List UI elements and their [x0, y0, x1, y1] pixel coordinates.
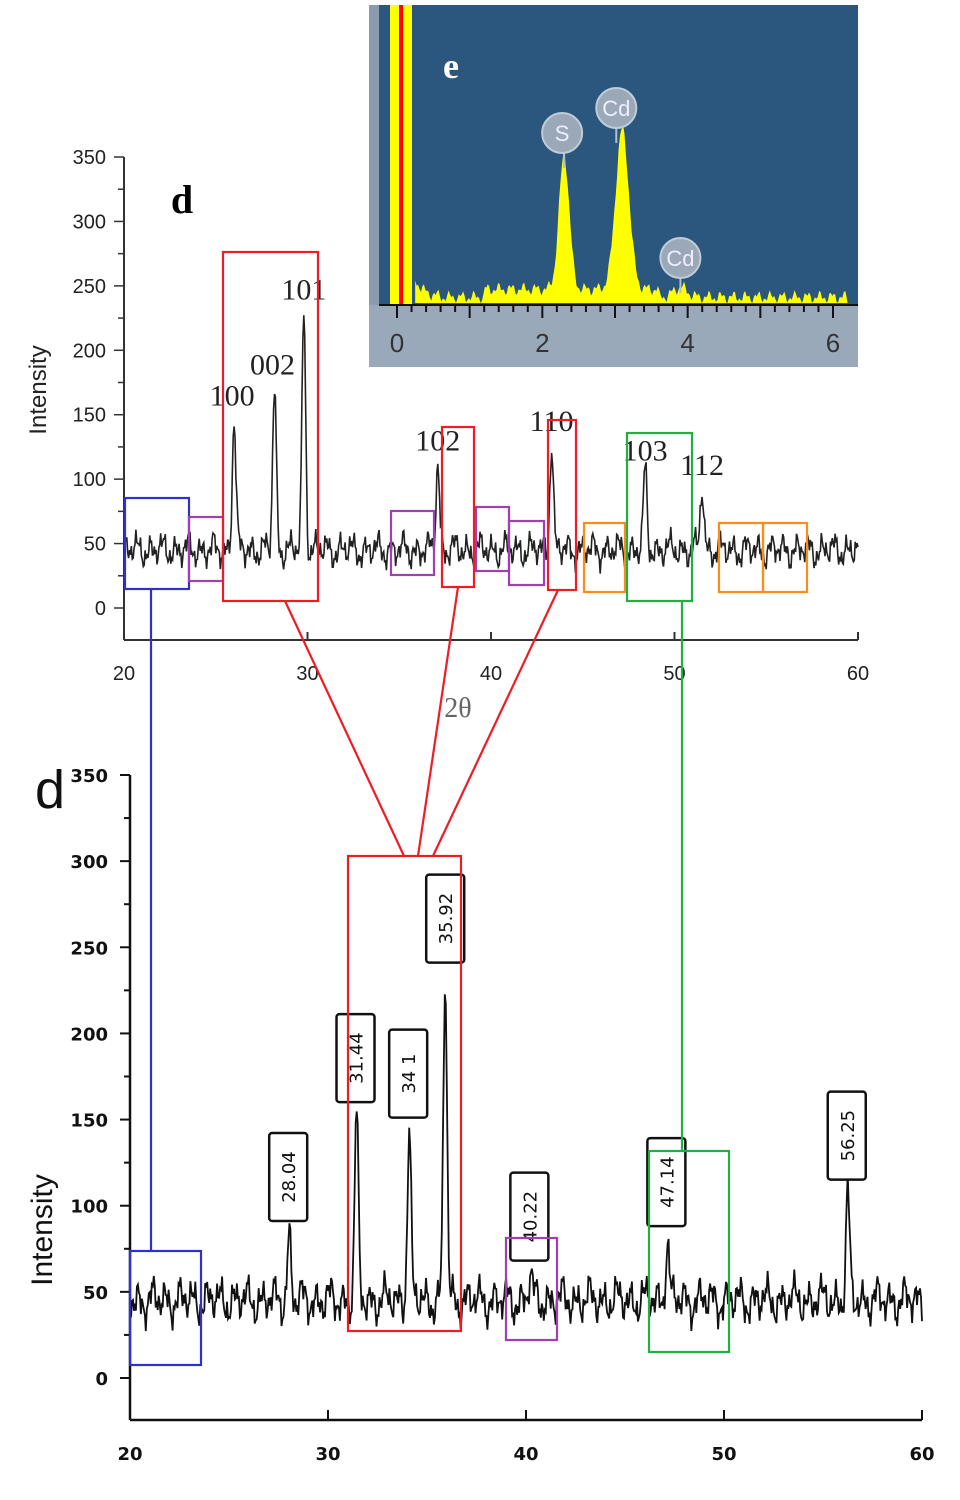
inset-element-label: Cd: [602, 96, 630, 121]
orange-box: [761, 521, 809, 594]
bottom-y-axis-label: Intensity: [26, 1174, 59, 1286]
red-box: [221, 250, 320, 603]
bottom-y-tick-label: 50: [83, 1283, 108, 1304]
top-peak-label: 100: [210, 379, 255, 412]
bottom-x-tick-label: 20: [117, 1444, 142, 1465]
top-peak-label: 002: [250, 348, 295, 381]
bottom-peak-label: 47.14: [657, 1156, 678, 1208]
top-peak-label: 110: [530, 405, 574, 438]
top-panel-label: d: [171, 177, 193, 222]
top-y-axis-label: Intensity: [25, 345, 52, 434]
bottom-peak-label-box: [335, 1012, 376, 1104]
top-y-tick-label: 50: [84, 534, 106, 556]
inset-x-tick-label: 4: [680, 328, 694, 358]
bottom-peak-label-box: [387, 1028, 429, 1119]
bottom-peak-label: 56.25: [838, 1110, 859, 1162]
highlight-annotations: [123, 250, 809, 1367]
top-y-tick-label: 100: [73, 469, 106, 491]
bottom-peak-label: 35.92: [436, 893, 457, 945]
bottom-peak-label-box: [424, 873, 466, 964]
top-xrd-chart: d Intensity 2θ 20 30 40 50 60050100150200250…: [25, 147, 869, 724]
bottom-y-tick-label: 250: [70, 938, 108, 959]
purple-box: [507, 519, 546, 587]
red-connector: [432, 589, 559, 857]
top-x-tick-label: 50: [663, 663, 685, 685]
bottom-xrd-series: [129, 994, 923, 1332]
inset-x-tick-label: 6: [826, 328, 840, 358]
red-connector: [284, 600, 405, 857]
top-x-tick-label: 20: [113, 663, 135, 685]
bottom-x-tick-label: 50: [711, 1444, 736, 1465]
bottom-y-tick-label: 100: [70, 1197, 108, 1218]
green-box-top: [625, 431, 694, 603]
red-connector: [416, 586, 460, 857]
top-peak-label: 103: [623, 435, 668, 468]
inset-panel-label: e: [443, 46, 459, 86]
bottom-y-tick-label: 200: [70, 1024, 108, 1045]
inset-left-border: [369, 5, 379, 367]
inset-marker-line: [399, 5, 403, 305]
bottom-peak-label: 31.44: [347, 1032, 368, 1084]
inset-edx-spectrum: [415, 125, 848, 303]
bottom-peak-label: 34 1: [399, 1054, 420, 1094]
bottom-peak-label-box: [267, 1131, 309, 1223]
red-box-bottom: [346, 854, 463, 1333]
top-peak-label: 112: [680, 449, 724, 482]
top-y-tick-label: 250: [73, 276, 106, 298]
bottom-peak-label-box: [826, 1090, 867, 1181]
bottom-x-tick-label: 60: [909, 1444, 934, 1465]
top-x-tick-label: 40: [480, 663, 502, 685]
orange-box: [582, 521, 627, 594]
bottom-xrd-chart: d Intensity 20 30 40 50 60 0 50 100 150 200 250 300…: [26, 760, 935, 1465]
inset-edx-chart: e 0 2 4 6 S Cd Cd: [369, 5, 858, 367]
bottom-peak-label: 28.04: [279, 1151, 300, 1203]
top-x-axis-label: 2θ: [444, 693, 471, 724]
inset-element-marker: [659, 237, 702, 279]
inset-axis-band: [369, 305, 858, 367]
top-y-tick-label: 200: [73, 340, 106, 362]
inset-element-marker: [595, 87, 638, 129]
top-y-tick-label: 150: [73, 405, 106, 427]
purple-box-bottom: [504, 1236, 559, 1342]
bottom-y-tick-label: 150: [70, 1111, 108, 1132]
top-y-tick-label: 0: [95, 598, 106, 620]
blue-box-bottom: [128, 1249, 203, 1367]
purple-box: [389, 509, 436, 577]
top-y-tick-label: 350: [73, 147, 106, 169]
inset-element-label: Cd: [666, 246, 694, 271]
bottom-x-tick-label: 40: [513, 1444, 538, 1465]
top-x-tick-label: 60: [847, 663, 869, 685]
red-box: [546, 418, 578, 592]
bottom-y-tick-label: 350: [70, 766, 108, 787]
bottom-x-tick-label: 30: [315, 1444, 340, 1465]
inset-x-tick-label: 0: [390, 328, 404, 358]
bottom-panel-label: d: [35, 760, 65, 820]
bottom-y-tick-label: 0: [95, 1369, 108, 1390]
top-xrd-series: [123, 315, 859, 574]
inset-element-marker: [541, 112, 584, 154]
bottom-y-tick-label: 300: [70, 852, 108, 873]
bottom-peak-label-box: [646, 1136, 687, 1228]
top-x-tick-label: 30: [296, 663, 318, 685]
inset-x-tick-label: 2: [535, 328, 549, 358]
inset-element-label: S: [555, 121, 570, 146]
top-y-tick-label: 300: [73, 211, 106, 233]
top-peak-label: 101: [281, 274, 326, 307]
bottom-peak-label: 40.22: [520, 1191, 541, 1243]
top-peak-label: 102: [415, 424, 460, 457]
green-box-bottom: [647, 1149, 731, 1354]
